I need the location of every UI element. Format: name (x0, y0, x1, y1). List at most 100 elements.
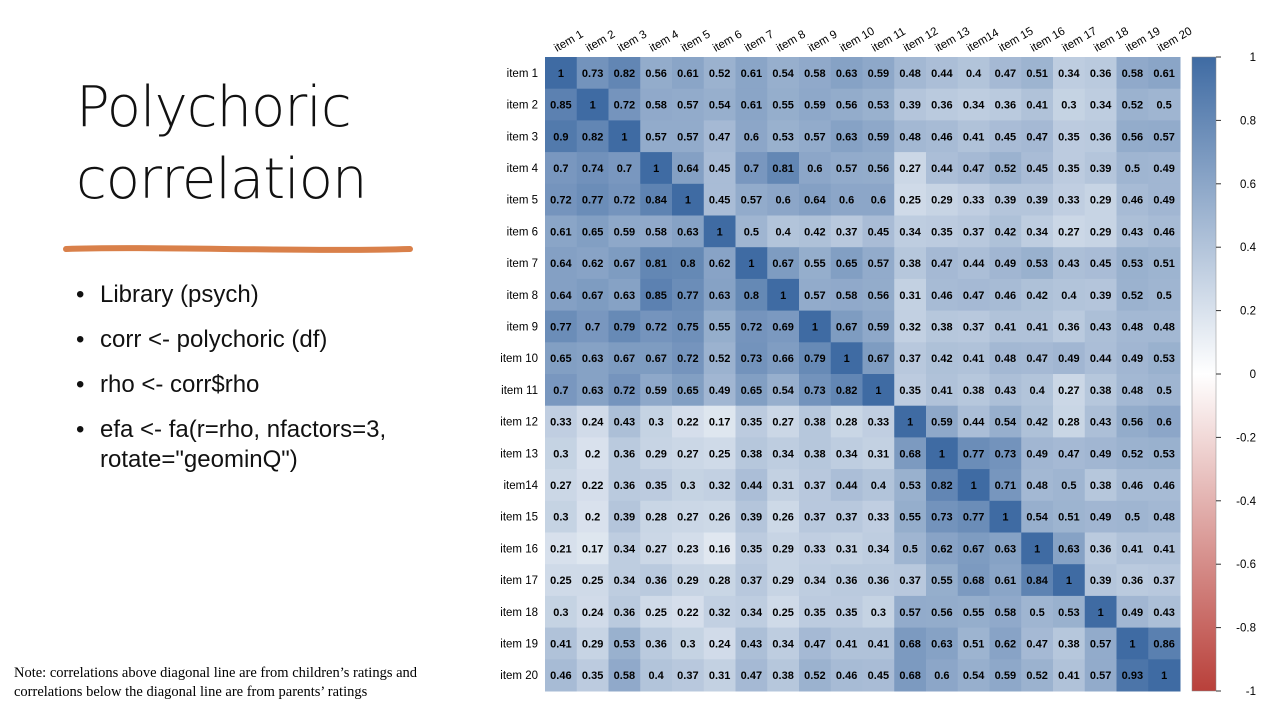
heat-cell (830, 405, 863, 438)
cell-label: 0.5 (744, 226, 759, 238)
cell-label: 0.35 (741, 543, 762, 555)
heat-cell (894, 342, 927, 375)
heat-cell (640, 215, 673, 248)
heat-cell (545, 152, 578, 185)
cell-label: 0.27 (645, 543, 666, 555)
heat-cell (672, 659, 705, 692)
heat-cell (957, 532, 990, 565)
cell-label: 0.3 (553, 512, 568, 524)
heat-cell (989, 278, 1022, 312)
heat-cell (608, 405, 641, 438)
x-tick-label: item14 (965, 27, 1001, 55)
heat-cell (1148, 247, 1181, 280)
heat-cell (1084, 405, 1117, 438)
cell-label: 0.33 (963, 195, 984, 207)
heat-cell (957, 278, 990, 312)
heat-cell (1084, 374, 1117, 407)
heat-cell (1084, 564, 1117, 597)
cell-label: 0.22 (582, 480, 603, 492)
cell-label: 0.41 (1026, 321, 1047, 333)
cell-label: 0.71 (995, 480, 1016, 492)
heat-cell (989, 500, 1022, 533)
cell-label: 0.63 (677, 226, 698, 238)
cell-label: 0.58 (1122, 68, 1143, 80)
heat-cell (894, 152, 927, 185)
cell-label: 0.79 (804, 353, 825, 365)
colorbar-tick-label: 0.6 (1240, 179, 1256, 191)
heat-cell (1084, 88, 1117, 121)
heat-cell (894, 437, 927, 470)
heat-cell (799, 183, 832, 216)
cell-label: 0.44 (931, 163, 953, 175)
heat-cell (735, 437, 768, 470)
heat-cell (1053, 405, 1086, 438)
cell-label: 0.73 (741, 353, 762, 365)
cell-label: 0.34 (614, 575, 636, 587)
heat-cell (545, 57, 578, 90)
x-tick-label: item 20 (1156, 25, 1195, 54)
heat-cell (767, 627, 800, 660)
heat-cell (894, 310, 927, 343)
heat-cell (608, 342, 641, 375)
heat-cell (1148, 627, 1181, 660)
cell-label: 0.72 (677, 353, 698, 365)
cell-label: 0.36 (1090, 543, 1111, 555)
heat-cell (989, 247, 1022, 280)
cell-label: 0.59 (931, 417, 952, 429)
heat-cell (545, 247, 578, 280)
cell-label: 0.56 (645, 68, 666, 80)
x-tick-label: item 13 (933, 25, 972, 54)
cell-label: 0.65 (582, 226, 603, 238)
x-tick-label: item 5 (679, 29, 712, 55)
heat-cell (703, 659, 736, 692)
cell-label: 0.51 (1153, 258, 1174, 270)
cell-label: 0.45 (709, 195, 730, 207)
heat-cell (576, 310, 609, 343)
cell-label: 0.85 (645, 290, 666, 302)
cell-label: 0.7 (553, 163, 568, 175)
colorbar-tick-label: 0.2 (1240, 306, 1256, 318)
heat-cell (640, 469, 673, 502)
heat-cell (957, 152, 990, 185)
heat-cell (640, 500, 673, 533)
cell-label: 0.39 (1090, 575, 1111, 587)
cell-label: 0.67 (963, 543, 984, 555)
cell-label: 0.81 (772, 163, 793, 175)
cell-label: 0.61 (741, 100, 762, 112)
cell-label: 0.56 (1122, 417, 1143, 429)
heat-cell (1053, 342, 1086, 375)
cell-label: 0.4 (775, 226, 791, 238)
heat-cell (1021, 183, 1054, 216)
heat-cell (799, 342, 832, 375)
heat-cell (735, 57, 768, 90)
heat-cell (640, 57, 673, 90)
heat-cell (640, 627, 673, 660)
heat-cell (735, 215, 768, 248)
heat-cell (703, 152, 736, 185)
cell-label: 0.58 (614, 670, 635, 682)
y-tick-label: item 10 (500, 353, 538, 365)
heat-cell (1053, 215, 1086, 248)
heat-cell (608, 88, 641, 121)
heat-cell (608, 595, 641, 629)
cell-label: 0.77 (677, 290, 698, 302)
heat-cell (799, 120, 832, 153)
cell-label: 0.51 (1058, 512, 1079, 524)
heat-cell (926, 532, 959, 565)
cell-label: 0.57 (1090, 670, 1111, 682)
heat-cell (545, 310, 578, 343)
heat-cell (957, 215, 990, 248)
cell-label: 0.35 (899, 385, 920, 397)
cell-label: 0.49 (995, 258, 1016, 270)
cell-label: 0.37 (741, 575, 762, 587)
heat-cell (1021, 405, 1054, 438)
cell-label: 0.63 (931, 638, 952, 650)
colorbar-tick-label: 0.8 (1240, 115, 1256, 127)
cell-label: 0.6 (934, 670, 949, 682)
cell-label: 1 (971, 480, 977, 492)
heat-cell (1148, 595, 1181, 629)
heat-cell (545, 627, 578, 660)
cell-label: 0.42 (931, 353, 952, 365)
y-tick-label: item 5 (507, 195, 538, 207)
heat-cell (672, 595, 705, 629)
